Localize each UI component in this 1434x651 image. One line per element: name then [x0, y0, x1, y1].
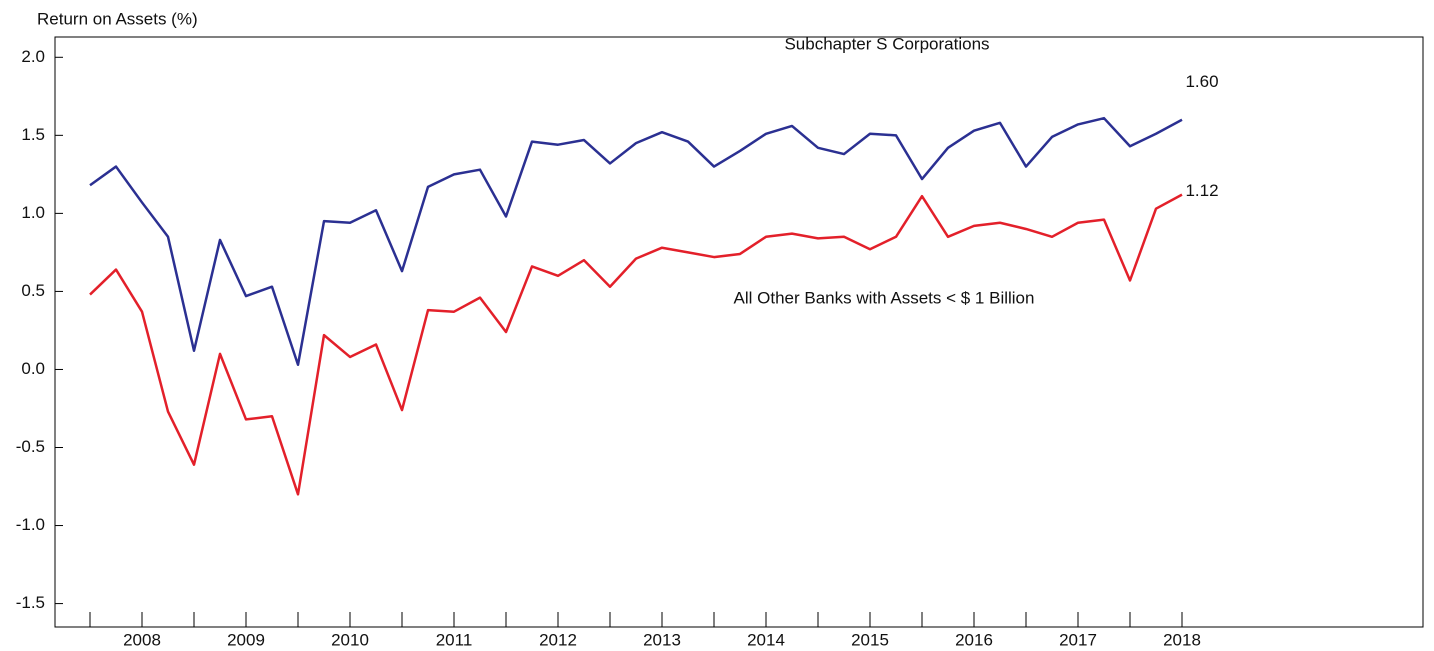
series-label: Subchapter S Corporations: [784, 34, 989, 53]
y-tick-label: -0.5: [16, 437, 45, 456]
x-tick-label: 2009: [227, 630, 265, 649]
series-line: [89, 193, 1183, 496]
x-tick-label: 2012: [539, 630, 577, 649]
x-tick-label: 2010: [331, 630, 369, 649]
x-tick-label: 2016: [955, 630, 993, 649]
y-axis-label: Return on Assets (%): [37, 9, 198, 28]
x-tick-label: 2015: [851, 630, 889, 649]
x-tick-label: 2014: [747, 630, 785, 649]
y-tick-label: 1.0: [21, 203, 45, 222]
y-tick-label: -1.0: [16, 515, 45, 534]
x-tick-label: 2013: [643, 630, 681, 649]
y-tick-label: 0.0: [21, 359, 45, 378]
x-tick-label: 2018: [1163, 630, 1201, 649]
y-tick-label: 0.5: [21, 281, 45, 300]
x-tick-label: 2011: [436, 630, 473, 649]
y-tick-label: 2.0: [21, 47, 45, 66]
x-tick-label: 2017: [1059, 630, 1097, 649]
series-label: All Other Banks with Assets < $ 1 Billio…: [734, 288, 1035, 307]
value-label: 1.60: [1185, 72, 1218, 91]
value-label: 1.12: [1185, 181, 1218, 200]
series-line: [89, 116, 1183, 367]
y-tick-label: 1.5: [21, 125, 45, 144]
x-tick-label: 2008: [123, 630, 161, 649]
y-tick-label: -1.5: [16, 593, 45, 612]
plot-frame: [54, 36, 1424, 628]
